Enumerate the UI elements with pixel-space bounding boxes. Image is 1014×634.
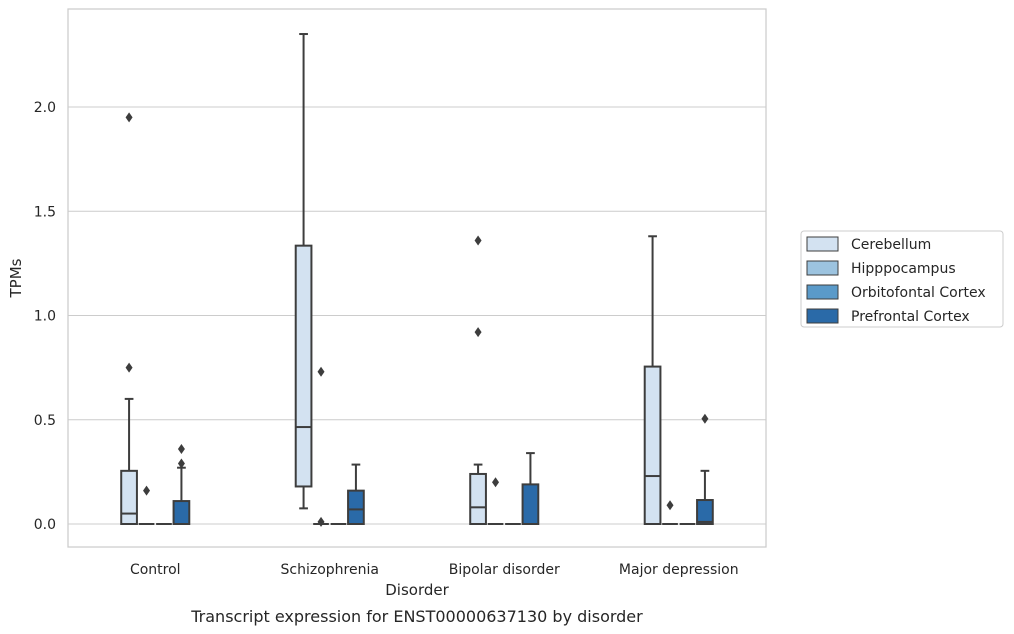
legend-label: Prefrontal Cortex xyxy=(851,309,970,325)
legend: Cerebellum Hipppocampus Orbitofontal Corte… xyxy=(800,230,1004,328)
box-iqr xyxy=(294,244,313,488)
outlier-point xyxy=(143,485,151,496)
outlier-point xyxy=(492,477,500,488)
box-0-0 xyxy=(120,112,138,525)
plot-area xyxy=(120,33,714,527)
y-tick-label: 2.0 xyxy=(34,100,56,116)
box-iqr xyxy=(643,365,662,525)
x-tick-label: Schizophrenia xyxy=(281,562,379,578)
outlier-point xyxy=(474,235,482,246)
legend-swatch xyxy=(806,260,839,276)
x-tick-label: Bipolar disorder xyxy=(449,562,560,578)
box-iqr xyxy=(521,483,540,526)
box-2-3 xyxy=(521,452,540,526)
box-1-1 xyxy=(313,366,329,527)
box-0-3 xyxy=(172,443,191,526)
box-1-3 xyxy=(347,463,365,526)
x-tick-label: Major depression xyxy=(619,562,739,578)
box-2-1 xyxy=(487,477,504,525)
box-3-1 xyxy=(662,500,678,525)
legend-swatch xyxy=(806,308,839,324)
outlier-point xyxy=(701,413,709,424)
box-3-3 xyxy=(696,413,714,525)
box-iqr xyxy=(696,499,714,525)
box-iqr xyxy=(347,489,365,526)
outlier-point xyxy=(666,500,674,511)
outlier-point xyxy=(177,458,185,469)
y-tick-label: 0.0 xyxy=(34,517,56,533)
legend-label: Hipppocampus xyxy=(851,261,956,277)
outlier-point xyxy=(474,327,482,338)
x-tick-label: Control xyxy=(130,562,181,578)
axes-frame xyxy=(67,8,767,548)
legend-frame xyxy=(800,230,1004,328)
box-iqr xyxy=(172,500,191,526)
box-1-0 xyxy=(294,33,313,510)
x-axis-label: Disorder xyxy=(385,581,449,599)
legend-label: Cerebellum xyxy=(851,237,931,253)
outlier-point xyxy=(125,362,133,373)
box-0-1 xyxy=(138,485,155,525)
y-tick-label: 0.5 xyxy=(34,413,56,429)
box-iqr xyxy=(469,472,487,525)
legend-label: Orbitofontal Cortex xyxy=(851,285,986,301)
box-2-0 xyxy=(469,235,487,525)
legend-swatch xyxy=(806,236,839,252)
legend-swatch xyxy=(806,284,839,300)
outlier-point xyxy=(317,516,325,527)
y-axis-ticks: 0.0 0.5 1.0 1.5 2.0 xyxy=(34,100,56,533)
box-iqr xyxy=(120,469,138,525)
box-3-0 xyxy=(643,235,662,525)
figure-caption: Transcript expression for ENST0000063713… xyxy=(190,607,643,626)
y-axis-label: TPMs xyxy=(7,258,25,298)
y-tick-label: 1.5 xyxy=(34,204,56,220)
outlier-point xyxy=(125,112,133,123)
outlier-point xyxy=(317,366,325,377)
x-axis-ticks: Control Schizophrenia Bipolar disorder Majo… xyxy=(130,562,739,578)
y-tick-label: 1.0 xyxy=(34,309,56,325)
outlier-point xyxy=(177,443,185,454)
